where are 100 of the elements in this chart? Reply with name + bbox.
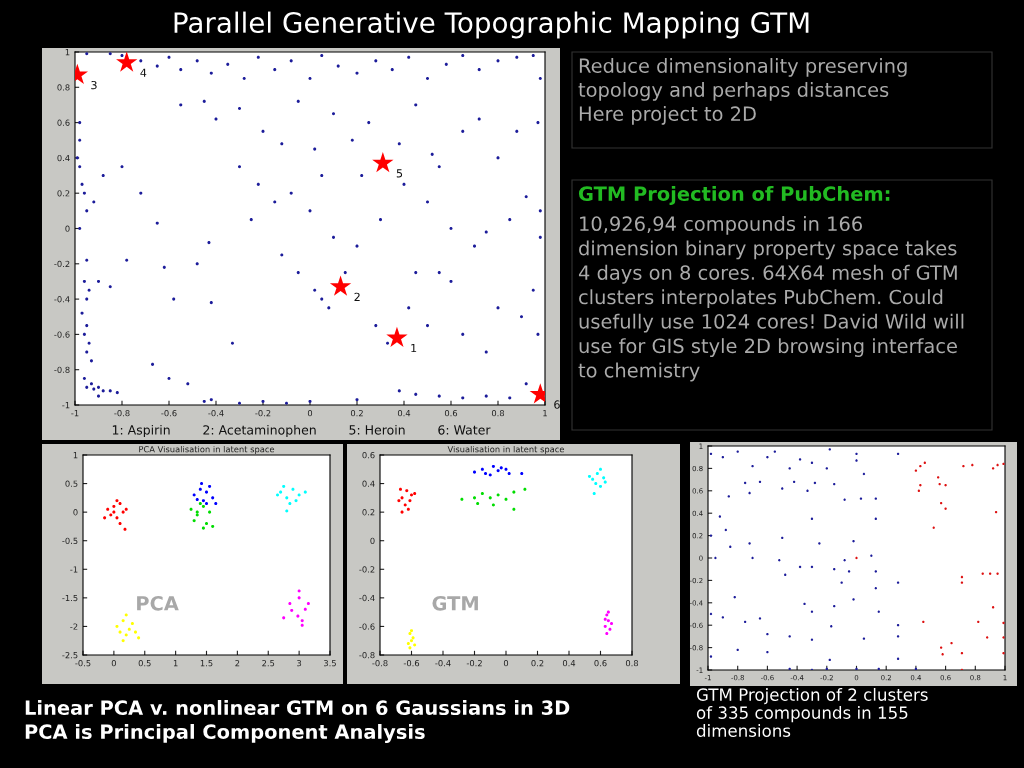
point [512, 490, 516, 494]
point [595, 472, 599, 476]
point [962, 464, 965, 468]
y-tick-label: 0.2 [57, 190, 70, 197]
point [106, 507, 110, 511]
text: GTM Projection of PubChem: [578, 186, 890, 205]
x-tick-label: 3 [297, 660, 302, 667]
y-tick-label: -0.2 [54, 260, 70, 268]
point [603, 617, 607, 621]
y-tick-label: 0.8 [57, 84, 70, 91]
point [480, 467, 484, 471]
x-tick-label: -0.6 [403, 660, 420, 667]
point [591, 477, 595, 481]
point [1002, 462, 1005, 466]
y-tick-label: -0.5 [62, 537, 78, 544]
text: 6 [554, 400, 560, 409]
point [290, 608, 294, 612]
x-tick-label: 2 [235, 660, 240, 667]
y-tick-label: 0.2 [362, 509, 375, 516]
annotation: 1 [411, 344, 417, 353]
y-tick-label: -0.8 [359, 651, 375, 659]
annotation: 5 [396, 169, 403, 178]
point [939, 646, 943, 649]
point [297, 596, 301, 600]
point [413, 643, 417, 647]
y-tick-label: 0.5 [65, 480, 78, 487]
x-tick-label: 0.6 [594, 660, 607, 667]
y-tick-label: -0.2 [359, 566, 375, 573]
chart-title: PCA Visualisation in latent space [139, 445, 275, 454]
point [609, 622, 614, 626]
annotation: PCA [137, 595, 179, 611]
point [491, 464, 495, 468]
y-tick-label: -2 [70, 623, 78, 630]
x-tick-label: 0.2 [350, 410, 363, 417]
point [996, 572, 999, 575]
point [405, 489, 409, 493]
x-tick-label: 1.5 [200, 660, 213, 667]
point [329, 275, 352, 296]
point [275, 493, 280, 497]
point [121, 510, 125, 514]
point [944, 484, 947, 487]
x-tick-label: -0.2 [466, 660, 482, 667]
annotation: 4 [140, 68, 147, 77]
annotation: 3 [91, 80, 97, 90]
y-tick-label: -1.5 [62, 594, 78, 602]
point [476, 502, 480, 506]
point [208, 484, 212, 488]
chart-title: Visualisation in latent space [447, 445, 565, 454]
x-tick-label: -0.2 [255, 410, 271, 417]
x-tick-label: 0.4 [397, 410, 411, 417]
y-tick-label: -0.6 [54, 331, 70, 338]
point [303, 607, 307, 611]
y-tick-label: -0.8 [54, 366, 70, 373]
y-tick-label: 0 [65, 225, 70, 232]
y-tick-label: -0.4 [54, 296, 70, 303]
annotation: 2 [354, 292, 360, 301]
y-tick-label: 0.6 [362, 451, 375, 459]
x-tick-label: 3.5 [324, 660, 336, 667]
x-tick-label: 0 [503, 660, 509, 667]
x-tick-label: -0.4 [208, 410, 224, 417]
point [300, 623, 304, 627]
point [483, 472, 488, 476]
y-tick-label: 0 [370, 537, 375, 544]
point [118, 522, 122, 526]
point [491, 503, 495, 507]
y-tick-label: -1 [62, 402, 70, 409]
x-tick-label: 0 [111, 660, 116, 667]
x-tick-label: 0.4 [562, 660, 576, 667]
x-tick-label: 2.5 [262, 660, 275, 667]
point [200, 482, 204, 486]
x-tick-label: 0 [307, 410, 313, 417]
x-tick-label: -0.8 [372, 660, 388, 667]
point [372, 152, 394, 173]
point [1002, 621, 1005, 625]
y-tick-label: 1 [73, 452, 78, 459]
y-tick-label: -2.5 [62, 651, 78, 659]
x-tick-label: 0.2 [531, 660, 544, 667]
x-tick-label: 0.6 [444, 410, 458, 417]
point [480, 492, 484, 496]
text: 1: Aspirin 2: Acetaminophen 5: Heroin 6: Water [112, 424, 491, 438]
x-tick-label: 0.5 [138, 660, 151, 667]
point [855, 556, 858, 560]
point [127, 627, 131, 631]
y-tick-label: 1 [65, 49, 70, 56]
point [1002, 636, 1005, 639]
point [306, 602, 310, 606]
point [386, 326, 408, 347]
point [409, 493, 414, 497]
point [996, 463, 999, 467]
y-tick-label: -0.4 [359, 594, 375, 602]
point [296, 614, 300, 618]
y-tick-label: 0 [73, 509, 78, 516]
point [204, 502, 209, 506]
x-tick-label: -0.8 [114, 410, 130, 417]
y-tick-label: -0.6 [359, 623, 375, 630]
point [991, 467, 995, 470]
point [211, 524, 215, 528]
point [282, 484, 286, 488]
text: Parallel Generative Topographic Mapping GTM [174, 11, 809, 39]
x-tick-label: -0.4 [435, 660, 451, 667]
